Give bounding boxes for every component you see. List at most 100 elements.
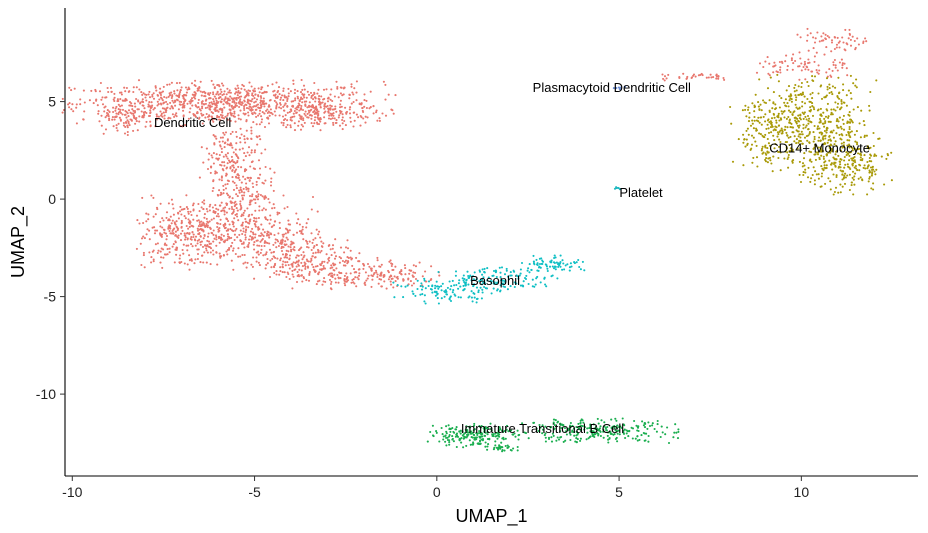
data-point [824,160,827,163]
data-point [818,69,821,72]
data-point [849,145,853,148]
data-point [251,227,254,230]
data-point [161,226,164,229]
data-point [844,163,847,166]
data-point [175,115,178,118]
data-point [239,186,242,189]
data-point [770,124,773,127]
data-point [220,151,223,154]
data-point [503,273,507,276]
data-point [224,206,227,209]
data-point [348,97,351,100]
data-point [234,148,237,151]
data-point [293,109,296,113]
data-point [607,431,610,434]
data-point [793,90,796,93]
data-point [176,89,179,92]
data-point [204,95,207,98]
data-point [831,131,834,134]
data-point [261,195,264,198]
data-point [826,102,829,105]
data-point [816,127,819,130]
data-point [458,430,461,433]
data-point [434,287,437,290]
data-point [258,107,261,110]
data-point [261,181,264,184]
data-point [316,108,319,111]
data-point [431,285,434,288]
data-point [607,441,610,444]
data-point [144,125,147,128]
data-point [825,94,828,97]
data-point [873,154,876,158]
data-point [237,174,240,177]
data-point [216,90,219,93]
data-point [154,243,157,246]
data-point [237,89,240,93]
data-point [753,115,756,119]
data-point [196,257,199,261]
data-point [237,157,240,160]
data-point [156,208,159,211]
data-point [241,232,244,236]
data-point [218,178,221,181]
data-point [804,68,807,71]
data-point [845,154,848,157]
data-point [300,269,303,272]
data-point [790,122,793,125]
data-point [239,200,242,203]
data-point [767,72,770,75]
data-point [572,427,576,430]
data-point [467,274,470,278]
data-point [215,238,218,241]
data-point [314,270,317,274]
data-point [799,146,802,150]
data-point [831,69,834,72]
data-point [768,121,771,124]
data-point [239,239,242,242]
data-point [854,84,857,87]
data-point [183,100,186,103]
data-point [136,219,139,222]
data-point [540,257,543,260]
data-point [246,98,249,101]
data-point [213,143,216,146]
data-point [786,151,789,154]
data-point [304,103,307,106]
data-point [509,285,512,288]
data-point [570,265,573,268]
data-point [317,88,320,91]
data-point [263,231,266,234]
data-point [147,213,150,216]
data-point [852,157,855,160]
data-point [484,445,487,448]
data-point [608,437,611,440]
data-point [768,110,771,114]
data-point [535,258,538,261]
data-point [232,151,235,154]
data-point [760,116,763,119]
data-point [300,246,303,249]
data-point [826,34,829,38]
data-point [142,101,145,104]
data-point [859,164,862,167]
data-point [226,162,229,165]
data-point [766,56,769,59]
cluster-label: Platelet [619,185,663,200]
data-point [200,94,203,97]
data-point [336,85,339,89]
data-point [297,259,300,262]
data-point [208,209,211,212]
data-point [424,287,427,290]
data-point [496,431,499,434]
data-point [188,268,191,271]
data-point [216,116,219,119]
data-point [248,194,252,198]
data-point [831,85,834,88]
data-point [820,185,823,188]
data-point [268,248,272,251]
data-point [504,279,507,282]
data-point [166,103,169,106]
data-point [715,75,718,78]
data-point [469,443,472,446]
